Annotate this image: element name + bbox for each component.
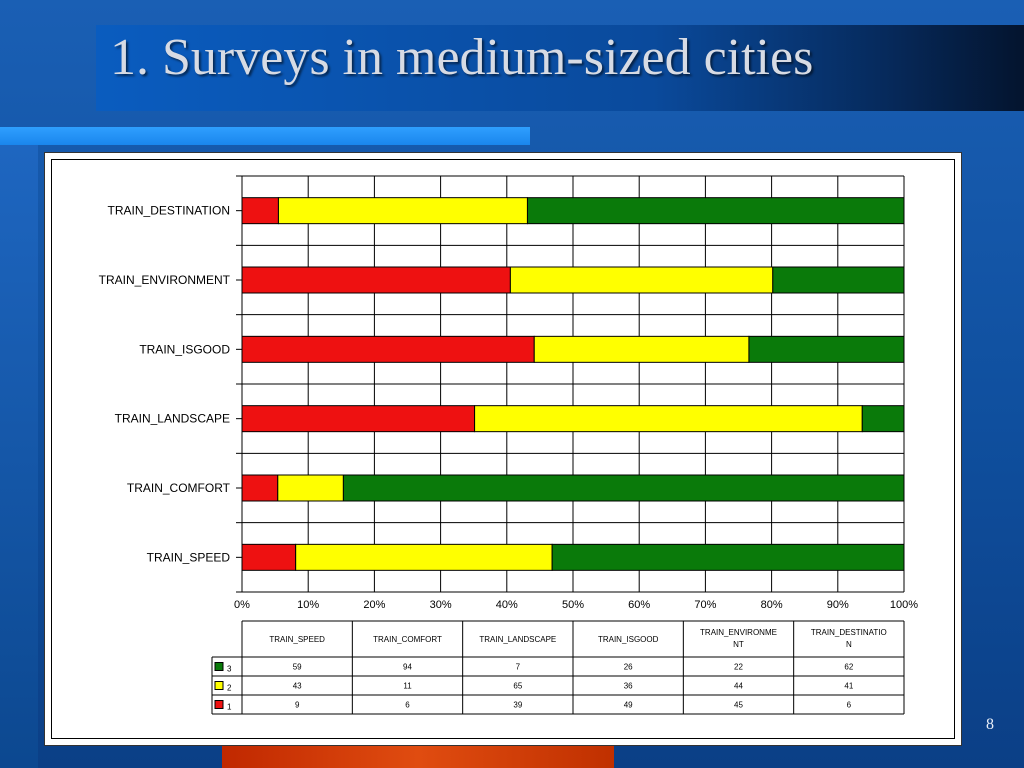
bar-segment-train_destination-series-1 [241, 197, 279, 225]
legend-label: 1 [227, 703, 232, 712]
table-cell: 6 [847, 701, 852, 710]
category-label: TRAIN_COMFORT [127, 481, 231, 495]
stacked-bar-chart: TRAIN_SPEED TRAIN_COMFORT TRAIN_LANDSCAPE T… [99, 175, 918, 715]
legend-key-series-2 [214, 681, 224, 690]
table-cell: 41 [844, 682, 853, 691]
table-cell: 65 [513, 682, 522, 691]
bar-segment-train_isgood-series-3 [748, 335, 905, 363]
page-number: 8 [986, 716, 994, 733]
chart-frame: TRAIN_SPEED TRAIN_COMFORT TRAIN_LANDSCAPE T… [44, 152, 962, 746]
table-cell: 45 [734, 701, 743, 710]
table-cell: 39 [513, 701, 522, 710]
bar-segment-train_landscape-series-1 [241, 405, 476, 433]
category-label: TRAIN_ISGOOD [139, 342, 230, 356]
bar-segment-train_environment-series-2 [509, 266, 774, 294]
bar-segment-train_destination-series-2 [277, 197, 528, 225]
category-label: TRAIN_SPEED [147, 550, 231, 564]
bar-segment-train_landscape-series-3 [861, 405, 905, 433]
x-tick-label: 70% [694, 599, 716, 611]
accent-bar [0, 127, 530, 145]
bar-segment-train_comfort-series-1 [241, 474, 279, 502]
legend-label: 3 [227, 665, 232, 674]
table-header: TRAIN_LANDSCAPE [479, 635, 556, 644]
table-cell: 11 [403, 682, 412, 691]
legend-key-series-1 [214, 700, 224, 709]
legend-label: 2 [227, 684, 232, 693]
bar-segment-train_speed-series-2 [295, 543, 553, 571]
category-label: TRAIN_ENVIRONMENT [99, 273, 231, 287]
table-cell: 7 [516, 663, 521, 672]
x-tick-label: 30% [430, 599, 452, 611]
category-label: TRAIN_LANDSCAPE [115, 412, 230, 426]
table-cell: 49 [624, 701, 633, 710]
table-cell: 22 [734, 663, 743, 672]
bar-segment-train_comfort-series-3 [342, 474, 905, 502]
legend-key-series-3 [214, 662, 224, 671]
table-cell: 9 [295, 701, 300, 710]
table-cell: 94 [403, 663, 412, 672]
x-tick-label: 20% [363, 599, 385, 611]
x-tick-label: 40% [496, 599, 518, 611]
left-strip [0, 145, 38, 768]
bar-segment-train_comfort-series-2 [277, 474, 344, 502]
bar-segment-train_destination-series-3 [526, 197, 905, 225]
table-cell: 26 [624, 663, 633, 672]
bar-segment-train_speed-series-3 [551, 543, 905, 571]
table-cell: 36 [624, 682, 633, 691]
bar-segment-train_isgood-series-1 [241, 335, 535, 363]
table-header: TRAIN_ISGOOD [598, 635, 659, 644]
x-tick-label: 60% [628, 599, 650, 611]
bar-segment-train_environment-series-3 [772, 266, 905, 294]
chart-frame-border [51, 159, 955, 739]
bar-segment-train_isgood-series-2 [533, 335, 750, 363]
x-tick-label: 90% [827, 599, 849, 611]
bar-segment-train_environment-series-1 [241, 266, 511, 294]
table-cell: 43 [293, 682, 302, 691]
slide-title: 1. Surveys in medium-sized cities [110, 29, 814, 86]
table-header: TRAIN_DESTINATIO N [811, 628, 887, 649]
table-cell: 62 [844, 663, 853, 672]
bar-segment-train_speed-series-1 [241, 543, 297, 571]
table-cell: 6 [405, 701, 410, 710]
title-band [96, 25, 1024, 111]
bottom-accent-bar [222, 745, 614, 768]
category-label: TRAIN_DESTINATION [108, 204, 230, 218]
table-header: TRAIN_COMFORT [373, 635, 442, 644]
x-tick-label: 100% [890, 599, 918, 611]
x-tick-label: 50% [562, 599, 584, 611]
x-tick-label: 0% [234, 599, 250, 611]
table-cell: 59 [293, 663, 302, 672]
table-header: TRAIN_SPEED [269, 635, 325, 644]
table-cell: 44 [734, 682, 743, 691]
x-tick-label: 10% [297, 599, 319, 611]
bar-segment-train_landscape-series-2 [474, 405, 863, 433]
x-tick-label: 80% [761, 599, 783, 611]
table-header: TRAIN_ENVIRONME NT [700, 628, 777, 649]
